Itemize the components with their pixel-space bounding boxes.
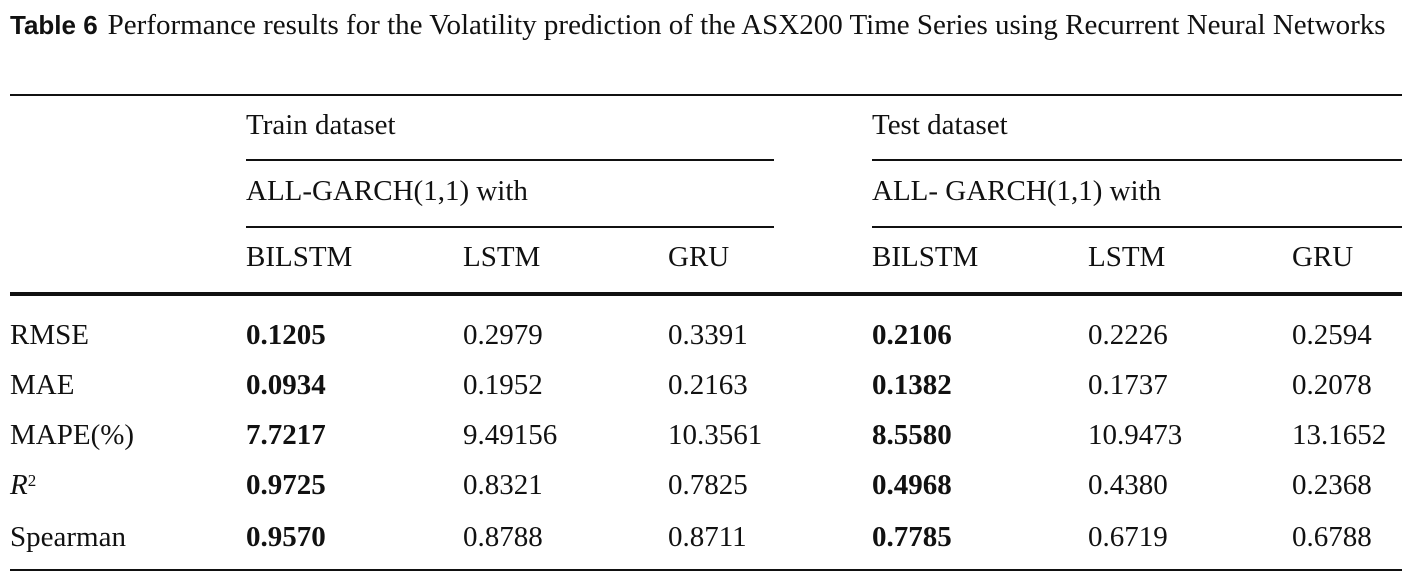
table-cell: 13.1652 <box>1292 419 1387 451</box>
table-cell: 0.2163 <box>668 369 748 401</box>
test-model-header: BILSTM <box>872 241 979 273</box>
test-subgroup-rule <box>872 226 1402 228</box>
train-group-header: Train dataset <box>246 109 396 141</box>
table-cell: 0.3391 <box>668 319 748 351</box>
train-model-header: LSTM <box>463 241 541 273</box>
table-cell: 0.6719 <box>1088 521 1168 553</box>
table-cell: 0.2078 <box>1292 369 1372 401</box>
row-metric-label: MAE <box>10 369 75 401</box>
row-metric-label: MAPE(%) <box>10 419 135 451</box>
test-model-header: GRU <box>1292 241 1354 273</box>
table-label: Table 6 <box>10 10 98 40</box>
table-cell: 0.4380 <box>1088 469 1168 501</box>
table-cell: 0.1737 <box>1088 369 1168 401</box>
table-cell: 0.2226 <box>1088 319 1168 351</box>
header-bottom-rule <box>10 292 1402 296</box>
superscript-two: 2 <box>27 471 37 490</box>
test-model-header: LSTM <box>1088 241 1166 273</box>
train-model-header: BILSTM <box>246 241 353 273</box>
test-group-rule <box>872 159 1402 161</box>
table-cell: 0.1952 <box>463 369 543 401</box>
table-cell-best: 0.0934 <box>246 369 326 401</box>
test-subgroup-header: ALL- GARCH(1,1) with <box>872 175 1162 207</box>
table-cell: 0.2594 <box>1292 319 1372 351</box>
table-cell-best: 0.7785 <box>872 521 952 553</box>
train-group-rule <box>246 159 774 161</box>
table-cell-best: 0.1205 <box>246 319 326 351</box>
row-metric-label: Spearman <box>10 521 126 553</box>
r-symbol: R <box>10 469 28 501</box>
top-rule <box>10 94 1402 96</box>
table-caption: Table 6 Performance results for the Volat… <box>10 6 1402 45</box>
bottom-rule <box>10 569 1402 571</box>
train-model-header: GRU <box>668 241 730 273</box>
train-subgroup-rule <box>246 226 774 228</box>
row-metric-label: RMSE <box>10 319 89 351</box>
table-cell: 0.8321 <box>463 469 543 501</box>
table-cell-best: 0.9725 <box>246 469 326 501</box>
table-cell: 10.9473 <box>1088 419 1183 451</box>
train-subgroup-header: ALL-GARCH(1,1) with <box>246 175 528 207</box>
table-cell-best: 8.5580 <box>872 419 952 451</box>
caption-text: Performance results for the Volatility p… <box>107 9 1386 41</box>
test-group-header: Test dataset <box>872 109 1008 141</box>
table-cell-best: 0.9570 <box>246 521 326 553</box>
table-cell: 9.49156 <box>463 419 558 451</box>
table-cell: 0.2979 <box>463 319 543 351</box>
table-cell-best: 7.7217 <box>246 419 326 451</box>
table-cell: 0.8711 <box>668 521 747 553</box>
table-cell: 0.7825 <box>668 469 748 501</box>
table-cell: 0.6788 <box>1292 521 1372 553</box>
table-cell-best: 0.2106 <box>872 319 952 351</box>
table-cell: 0.2368 <box>1292 469 1372 501</box>
row-metric-label: R2 <box>10 468 36 502</box>
table-cell: 0.8788 <box>463 521 543 553</box>
table-cell-best: 0.4968 <box>872 469 952 501</box>
table-cell-best: 0.1382 <box>872 369 952 401</box>
table-cell: 10.3561 <box>668 419 763 451</box>
